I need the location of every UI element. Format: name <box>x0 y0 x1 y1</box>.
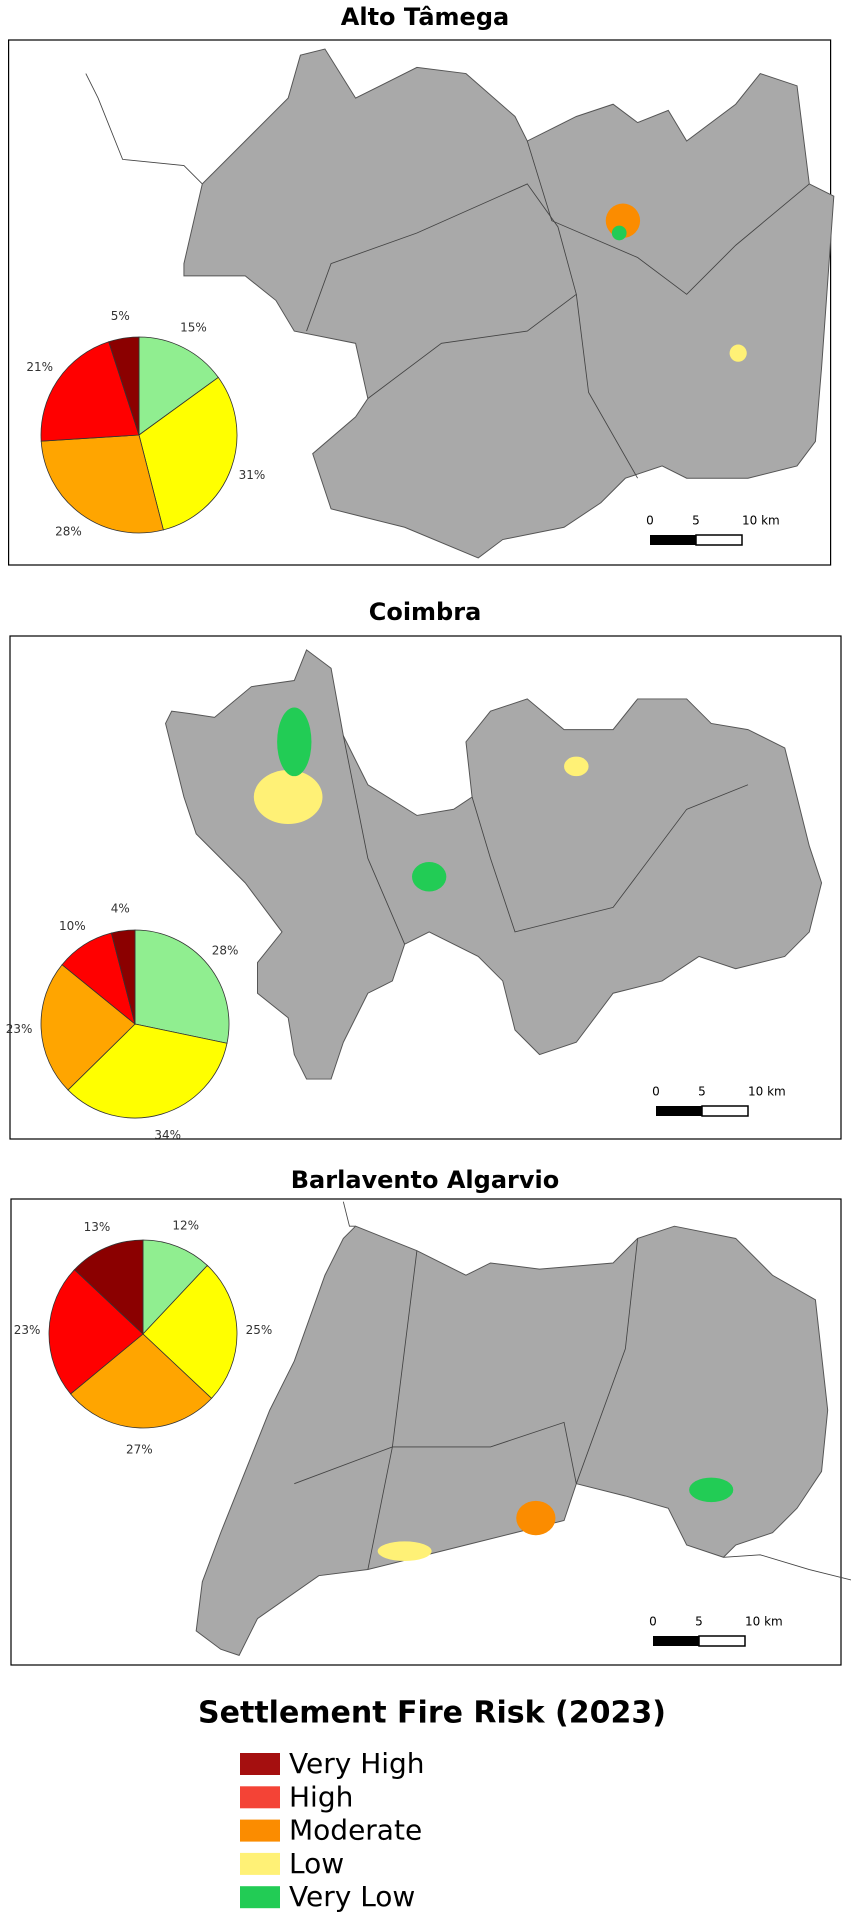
pie-wedge <box>142 1264 238 1399</box>
maps <box>85 48 851 1656</box>
pie-label: 25% <box>246 1323 273 1337</box>
pie-wedge <box>48 1269 144 1395</box>
boundary <box>367 1250 418 1570</box>
legend-label: High <box>289 1780 353 1813</box>
scale-bar <box>656 1106 702 1116</box>
settlement <box>689 1477 734 1503</box>
legend-label: Very High <box>289 1747 425 1780</box>
scale-label: 5 <box>698 1085 706 1099</box>
pie-label: 15% <box>180 321 207 335</box>
pie-wedge <box>40 341 140 442</box>
legend-label: Low <box>289 1847 344 1880</box>
scale-bar <box>701 1105 749 1117</box>
panel-frame <box>8 39 832 566</box>
pie-label: 27% <box>126 1442 153 1456</box>
boundary <box>306 183 577 399</box>
scale-label: 5 <box>695 1615 703 1629</box>
pie-label: 21% <box>26 360 53 374</box>
settlement <box>611 225 627 241</box>
settlement <box>516 1500 556 1536</box>
scale-bar <box>650 535 696 545</box>
region-map <box>183 48 835 559</box>
legend-swatch <box>240 1819 280 1842</box>
boundary <box>294 1421 577 1485</box>
pie-wedge <box>40 434 164 534</box>
boundary <box>526 140 810 295</box>
panel-title: Barlavento Algarvio <box>291 1166 559 1194</box>
settlement <box>253 770 323 825</box>
pie-label: 23% <box>6 1022 33 1036</box>
pie-label: 31% <box>239 468 266 482</box>
pie-wedge <box>73 1239 144 1335</box>
legend-swatch <box>240 1753 280 1775</box>
legend-label: Very Low <box>289 1880 415 1913</box>
pie-wedge <box>142 1239 208 1336</box>
pie-label: 5% <box>111 309 130 323</box>
legend: Settlement Fire Risk (2023) Very HighHig… <box>198 1696 666 1914</box>
legend-title: Settlement Fire Risk (2023) <box>198 1696 666 1731</box>
legend-label: Moderate <box>289 1814 422 1847</box>
pie-label: 13% <box>84 1220 111 1234</box>
legend-swatch <box>240 1852 280 1875</box>
boundary <box>575 294 638 479</box>
pie-label: 28% <box>212 943 239 957</box>
legend-swatch <box>240 1886 280 1909</box>
region-map <box>195 1225 829 1656</box>
pie-label: 4% <box>111 901 130 915</box>
boundary <box>471 784 749 933</box>
pie-wedge <box>138 376 238 531</box>
scale-label: 10 km <box>742 514 780 528</box>
boundary <box>575 1238 639 1484</box>
pie-label: 23% <box>14 1323 41 1337</box>
settlement <box>412 862 447 892</box>
scale-label: 0 <box>652 1085 660 1099</box>
scale-label: 0 <box>649 1615 657 1629</box>
pie-wedge <box>70 1333 213 1429</box>
legend-swatch <box>240 1786 280 1809</box>
settlement <box>377 1541 432 1561</box>
border <box>85 73 203 185</box>
settlement <box>729 344 747 362</box>
pie-wedge <box>40 964 136 1091</box>
settlement <box>277 707 312 777</box>
scale-bar <box>695 534 743 546</box>
scale-bar <box>698 1635 746 1647</box>
scale-label: 10 km <box>748 1085 786 1099</box>
pie-label: 10% <box>59 919 86 933</box>
pie-label: 12% <box>172 1219 199 1233</box>
pie-label: 28% <box>55 525 82 539</box>
scale-label: 10 km <box>745 1615 783 1629</box>
pie-wedge <box>138 336 219 436</box>
panel-frame <box>9 635 842 1140</box>
pie-label: 34% <box>154 1128 181 1142</box>
pie-wedge <box>134 929 230 1044</box>
pie-wedge <box>110 929 136 1025</box>
scale-label: 5 <box>692 514 700 528</box>
settlement <box>564 756 589 777</box>
pie-wedge <box>108 336 140 436</box>
pie-wedge <box>67 1023 228 1119</box>
border <box>723 1554 851 1581</box>
region-map <box>165 649 823 1080</box>
scale-label: 0 <box>646 514 654 528</box>
panel-title: Alto Tâmega <box>341 3 509 31</box>
boundary <box>342 735 406 945</box>
panel-frame <box>10 1198 842 1666</box>
panel-title: Coimbra <box>369 598 482 626</box>
border <box>342 1201 356 1227</box>
scale-bar <box>653 1636 699 1646</box>
